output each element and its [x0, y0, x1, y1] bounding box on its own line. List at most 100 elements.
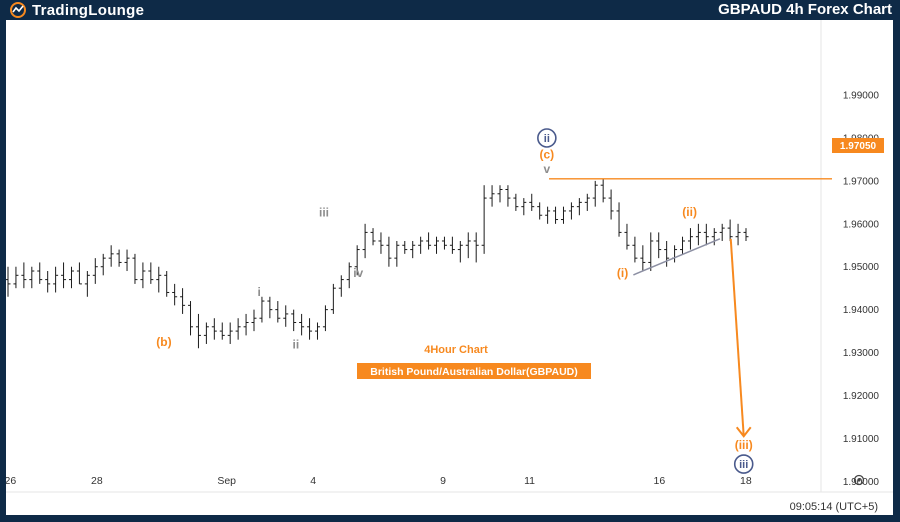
ohlc-bar	[140, 262, 146, 289]
wave-label: iii	[319, 206, 329, 220]
y-tick-label: 1.97000	[843, 176, 880, 187]
ohlc-bar	[616, 202, 622, 237]
ohlc-bar	[164, 271, 170, 297]
ohlc-bar	[410, 240, 416, 259]
ohlc-bar	[330, 283, 336, 314]
wave-label: (i)	[617, 266, 628, 280]
ohlc-bar	[632, 236, 638, 263]
ohlc-bar	[29, 266, 35, 289]
ohlc-bar	[346, 262, 352, 289]
ohlc-bar	[465, 232, 471, 259]
y-tick-label: 1.94000	[843, 305, 880, 316]
ohlc-bar	[481, 185, 487, 254]
ohlc-bar	[45, 271, 51, 293]
ohlc-bar	[735, 223, 741, 246]
ohlc-bar	[299, 313, 305, 336]
ohlc-bar	[219, 322, 225, 340]
ohlc-bar	[402, 240, 408, 254]
time-axis[interactable]: 26 28 Sep 4 9 11 16 18	[4, 475, 752, 487]
ohlc-bar	[291, 309, 297, 332]
ohlc-bar	[553, 206, 559, 224]
chart-heading: GBPAUD 4h Forex Chart	[718, 1, 892, 18]
projection-arrow-head	[735, 426, 752, 438]
ohlc-bar	[275, 301, 281, 323]
gear-icon[interactable]	[853, 474, 865, 486]
ohlc-bar	[489, 185, 495, 207]
ohlc-bar	[394, 240, 400, 267]
x-tick-label: 18	[740, 475, 752, 487]
brand-logo[interactable]: TradingLounge	[10, 0, 144, 20]
ohlc-bar	[545, 206, 551, 224]
ohlc-bar	[513, 193, 519, 211]
ohlc-bar	[21, 262, 27, 289]
ohlc-bar	[61, 262, 67, 289]
ohlc-bar	[148, 262, 154, 284]
x-tick-label: 16	[654, 475, 666, 487]
ohlc-bar	[687, 228, 693, 250]
x-tick-label: 9	[440, 475, 446, 487]
x-tick-label: 26	[6, 475, 16, 487]
ohlc-bar	[386, 236, 392, 267]
ohlc-bar	[743, 228, 749, 241]
wave-label: ii	[293, 337, 300, 351]
ohlc-bar	[426, 232, 432, 250]
ohlc-bar	[505, 185, 511, 207]
x-tick-label: 28	[91, 475, 103, 487]
y-tick-label: 1.99000	[843, 91, 880, 102]
y-tick-label: 1.95000	[843, 262, 880, 273]
ohlc-bar	[727, 219, 733, 241]
wave-circle-text: iii	[739, 459, 748, 471]
wave-label: (b)	[156, 335, 171, 349]
ohlc-bar	[640, 245, 646, 272]
ohlc-bar	[172, 283, 178, 306]
wave-circle-text: ii	[544, 133, 550, 145]
ohlc-bar	[370, 228, 376, 246]
ohlc-bar	[362, 223, 368, 259]
chart-plot-area[interactable]: (b) i ii iii iv (c) v (i) (ii) (iii) ii iii 1.99000…	[4, 20, 893, 515]
ohlc-bar	[434, 236, 440, 254]
instrument-label-box	[357, 363, 591, 379]
wave-circle	[537, 128, 557, 148]
ohlc-bar	[608, 189, 614, 220]
ohlc-bar	[267, 296, 273, 319]
ohlc-bar	[156, 266, 162, 293]
wave-label: (ii)	[682, 205, 697, 219]
header-bar: TradingLounge GBPAUD 4h Forex Chart	[0, 0, 900, 20]
ohlc-bar	[664, 240, 670, 267]
ohlc-bar	[235, 318, 241, 340]
ohlc-bar	[211, 318, 217, 340]
ohlc-bar	[243, 313, 249, 336]
ohlc-bar	[314, 322, 320, 340]
ohlc-bar	[307, 318, 313, 340]
ohlc-bar	[656, 232, 662, 259]
ohlc-bar	[449, 236, 455, 254]
price-tag-box	[832, 138, 884, 153]
ohlc-bar	[441, 236, 447, 250]
ohlc-bar	[259, 296, 265, 323]
wave-label: (c)	[540, 148, 555, 162]
x-tick-label: Sep	[217, 475, 236, 487]
ohlc-bar	[354, 245, 360, 276]
ohlc-bar	[251, 309, 257, 332]
ohlc-bar	[711, 228, 717, 246]
projection-arrow-shaft[interactable]	[729, 238, 745, 437]
ohlc-bar	[5, 266, 11, 297]
ohlc-bar	[132, 253, 138, 284]
ohlc-bar	[703, 223, 709, 246]
price-tag: 1.97050	[840, 141, 877, 152]
clock-readout: 09:05:14 (UTC+5)	[790, 501, 878, 513]
x-tick-label: 11	[524, 475, 535, 487]
ohlc-bar	[537, 202, 543, 220]
trendline[interactable]	[633, 238, 721, 276]
wave-label: iv	[353, 266, 363, 280]
ohlc-bar	[648, 232, 654, 272]
chart-label: 4Hour Chart	[424, 344, 488, 356]
candles-layer	[5, 178, 749, 349]
ohlc-bar	[188, 301, 194, 336]
ohlc-bar	[473, 232, 479, 263]
wave-circle-label: ii	[537, 128, 557, 148]
ohlc-bar	[68, 266, 74, 289]
ohlc-bar	[13, 266, 19, 289]
ohlc-bar	[180, 288, 186, 314]
